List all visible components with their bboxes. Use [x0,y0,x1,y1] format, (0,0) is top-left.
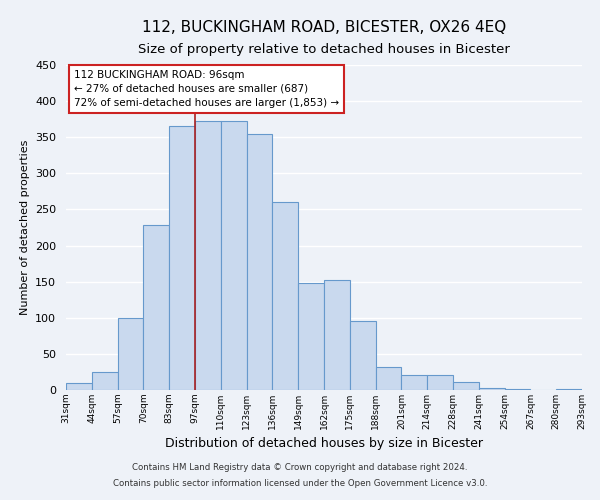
Bar [298,283,324,390]
Bar [556,388,582,390]
Bar [401,375,427,390]
Text: 112, BUCKINGHAM ROAD, BICESTER, OX26 4EQ: 112, BUCKINGHAM ROAD, BICESTER, OX26 4EQ [142,20,506,35]
Bar [195,122,221,390]
Bar [247,134,272,390]
Text: 112 BUCKINGHAM ROAD: 96sqm
← 27% of detached houses are smaller (687)
72% of sem: 112 BUCKINGHAM ROAD: 96sqm ← 27% of deta… [74,70,339,108]
Bar [453,382,479,390]
Bar [221,120,247,390]
Bar [272,202,298,390]
Bar [376,367,401,390]
Y-axis label: Number of detached properties: Number of detached properties [20,140,29,315]
Text: Size of property relative to detached houses in Bicester: Size of property relative to detached ho… [138,42,510,56]
X-axis label: Distribution of detached houses by size in Bicester: Distribution of detached houses by size … [165,438,483,450]
Bar [169,126,195,390]
Bar [479,388,505,390]
Bar [143,226,169,390]
Bar [66,383,92,390]
Bar [118,318,143,390]
Bar [324,280,350,390]
Text: Contains HM Land Registry data © Crown copyright and database right 2024.: Contains HM Land Registry data © Crown c… [132,464,468,472]
Text: Contains public sector information licensed under the Open Government Licence v3: Contains public sector information licen… [113,478,487,488]
Bar [427,375,453,390]
Bar [92,372,118,390]
Bar [350,320,376,390]
